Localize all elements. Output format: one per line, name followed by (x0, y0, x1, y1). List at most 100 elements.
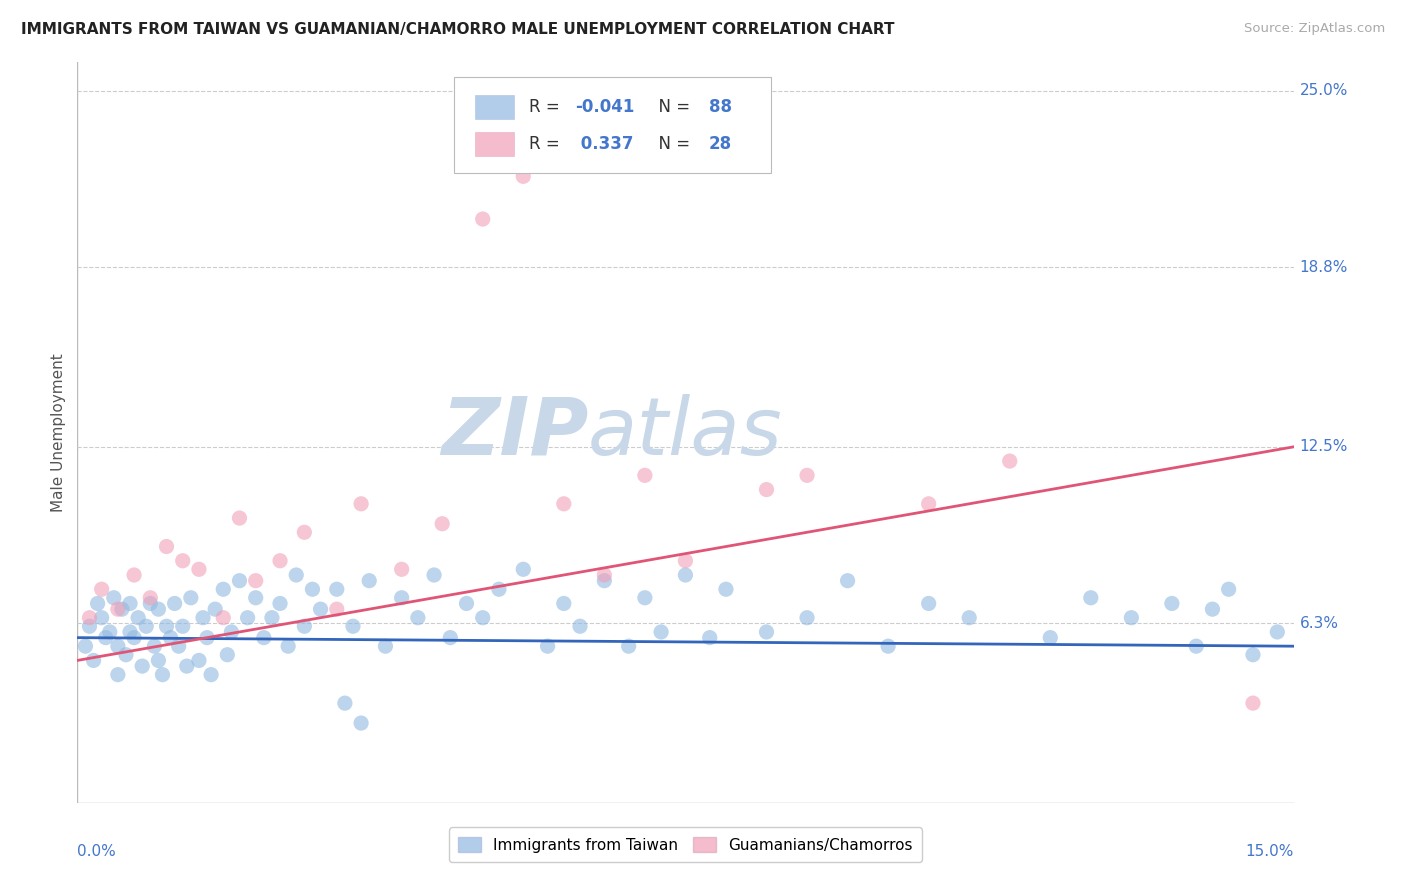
Point (135, 619, 157, 633)
Point (423, 568, 446, 582)
Point (918, 597, 941, 611)
Point (755, 483, 778, 497)
Point (172, 554, 194, 568)
Point (148, 602, 170, 616)
Point (292, 525, 315, 540)
Text: -0.041: -0.041 (575, 98, 634, 116)
Point (139, 591, 162, 605)
Text: ZIP: ZIP (440, 393, 588, 472)
Point (148, 653, 170, 667)
Point (699, 631, 721, 645)
Point (430, 516, 453, 531)
Text: 0.0%: 0.0% (77, 844, 117, 858)
Point (512, 169, 534, 184)
Point (333, 696, 356, 710)
Point (212, 610, 235, 624)
Point (204, 602, 226, 616)
Point (236, 610, 259, 624)
Text: 18.8%: 18.8% (1299, 260, 1348, 275)
Point (277, 639, 299, 653)
Point (553, 497, 575, 511)
Point (245, 591, 267, 605)
Point (342, 619, 364, 633)
Y-axis label: Male Unemployment: Male Unemployment (51, 353, 66, 512)
Point (512, 562, 534, 576)
Point (122, 631, 145, 645)
Point (131, 659, 153, 673)
Text: N =: N = (648, 98, 695, 116)
Point (309, 602, 332, 616)
Text: IMMIGRANTS FROM TAIWAN VS GUAMANIAN/CHAMORRO MALE UNEMPLOYMENT CORRELATION CHART: IMMIGRANTS FROM TAIWAN VS GUAMANIAN/CHAM… (21, 22, 894, 37)
Point (1241, 696, 1264, 710)
Point (617, 639, 640, 653)
Point (195, 631, 218, 645)
Point (374, 639, 396, 653)
Point (83, 653, 105, 667)
Point (593, 568, 616, 582)
Point (212, 582, 235, 597)
Text: 28: 28 (709, 135, 731, 153)
Point (155, 619, 177, 633)
Point (115, 648, 138, 662)
Point (228, 511, 250, 525)
Point (675, 554, 697, 568)
Point (245, 574, 267, 588)
Point (1080, 591, 1102, 605)
Point (111, 602, 134, 616)
Text: 6.3%: 6.3% (1299, 615, 1339, 631)
Point (118, 597, 141, 611)
Point (675, 568, 697, 582)
Point (167, 639, 190, 653)
Point (488, 582, 510, 597)
Text: R =: R = (529, 135, 565, 153)
Text: N =: N = (648, 135, 695, 153)
Point (755, 624, 778, 639)
Legend: Immigrants from Taiwan, Guamanians/Chamorros: Immigrants from Taiwan, Guamanians/Chamo… (449, 828, 922, 862)
FancyBboxPatch shape (475, 132, 515, 156)
Text: Source: ZipAtlas.com: Source: ZipAtlas.com (1244, 22, 1385, 36)
Point (79, 619, 101, 633)
Point (998, 454, 1021, 468)
Point (221, 624, 243, 639)
Point (90, 582, 112, 597)
Point (79, 610, 101, 624)
Point (350, 497, 373, 511)
Point (634, 468, 657, 483)
Point (359, 574, 381, 588)
Point (163, 597, 186, 611)
Point (456, 597, 478, 611)
Point (292, 619, 315, 633)
Point (569, 619, 592, 633)
Point (796, 610, 818, 624)
Point (1241, 648, 1264, 662)
Point (1039, 631, 1062, 645)
Point (634, 591, 657, 605)
Point (326, 602, 349, 616)
Point (471, 610, 494, 624)
Point (1121, 610, 1143, 624)
Point (391, 562, 413, 576)
Point (118, 624, 141, 639)
Text: 12.5%: 12.5% (1299, 440, 1348, 454)
Point (593, 574, 616, 588)
Point (200, 667, 222, 681)
Point (188, 562, 211, 576)
Text: 88: 88 (709, 98, 731, 116)
Point (837, 574, 859, 588)
Point (269, 597, 291, 611)
FancyBboxPatch shape (475, 95, 515, 119)
Point (957, 610, 980, 624)
FancyBboxPatch shape (454, 78, 770, 173)
Point (1201, 602, 1223, 616)
Point (217, 648, 239, 662)
Point (98, 624, 121, 639)
Text: 15.0%: 15.0% (1246, 844, 1294, 858)
Point (553, 597, 575, 611)
Point (796, 468, 818, 483)
Text: R =: R = (529, 98, 565, 116)
Point (139, 597, 162, 611)
Point (127, 610, 149, 624)
Point (86, 597, 108, 611)
Point (143, 639, 166, 653)
Point (877, 639, 900, 653)
